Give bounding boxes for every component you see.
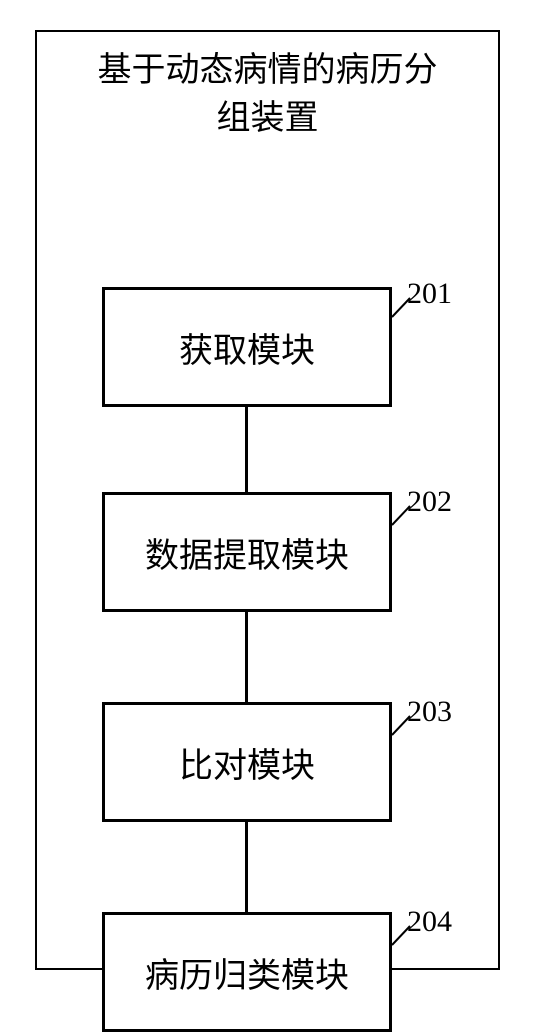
- connector-3-4: [245, 822, 248, 912]
- flowchart-area: 获取模块 201 数据提取模块 202 比对模块 203 病历归类模块: [37, 142, 498, 942]
- diagram-container: 基于动态病情的病历分 组装置 获取模块 201 数据提取模块 202 比对模块 …: [35, 30, 500, 970]
- node-label: 获取模块: [179, 323, 315, 372]
- node-number-3: 203: [407, 695, 452, 729]
- diagram-title: 基于动态病情的病历分 组装置: [37, 32, 498, 142]
- connector-1-2: [245, 407, 248, 492]
- flowchart-node-1: 获取模块: [102, 287, 392, 407]
- node-label: 比对模块: [179, 738, 315, 787]
- node-label: 病历归类模块: [145, 948, 349, 997]
- node-number-4: 204: [407, 905, 452, 939]
- title-line-2: 组装置: [57, 95, 478, 143]
- node-number-1: 201: [407, 277, 452, 311]
- node-label: 数据提取模块: [145, 528, 349, 577]
- connector-2-3: [245, 612, 248, 702]
- node-number-2: 202: [407, 485, 452, 519]
- flowchart-node-2: 数据提取模块: [102, 492, 392, 612]
- flowchart-node-4: 病历归类模块: [102, 912, 392, 1032]
- flowchart-node-3: 比对模块: [102, 702, 392, 822]
- title-line-1: 基于动态病情的病历分: [57, 47, 478, 95]
